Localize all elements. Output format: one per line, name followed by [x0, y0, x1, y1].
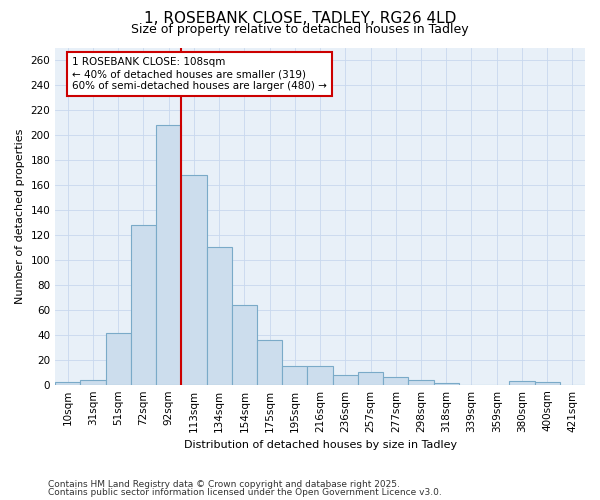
Bar [409, 380, 434, 384]
Bar [206, 248, 232, 384]
Y-axis label: Number of detached properties: Number of detached properties [15, 128, 25, 304]
Bar [383, 377, 409, 384]
Bar [181, 175, 206, 384]
Text: Size of property relative to detached houses in Tadley: Size of property relative to detached ho… [131, 22, 469, 36]
Bar [358, 372, 383, 384]
Bar [332, 374, 358, 384]
Bar [509, 381, 535, 384]
Bar [535, 382, 560, 384]
Bar [131, 225, 156, 384]
Title: 1, ROSEBANK CLOSE, TADLEY, RG26 4LD
Size of property relative to detached houses: 1, ROSEBANK CLOSE, TADLEY, RG26 4LD Size… [0, 499, 1, 500]
Text: Contains HM Land Registry data © Crown copyright and database right 2025.: Contains HM Land Registry data © Crown c… [48, 480, 400, 489]
Bar [282, 366, 307, 384]
Bar [156, 125, 181, 384]
Bar [232, 305, 257, 384]
Bar [257, 340, 282, 384]
Text: Contains public sector information licensed under the Open Government Licence v3: Contains public sector information licen… [48, 488, 442, 497]
Text: 1 ROSEBANK CLOSE: 108sqm
← 40% of detached houses are smaller (319)
60% of semi-: 1 ROSEBANK CLOSE: 108sqm ← 40% of detach… [73, 58, 327, 90]
Bar [55, 382, 80, 384]
Text: 1, ROSEBANK CLOSE, TADLEY, RG26 4LD: 1, ROSEBANK CLOSE, TADLEY, RG26 4LD [144, 11, 456, 26]
Bar [106, 334, 131, 384]
Bar [307, 366, 332, 384]
X-axis label: Distribution of detached houses by size in Tadley: Distribution of detached houses by size … [184, 440, 457, 450]
Bar [80, 380, 106, 384]
